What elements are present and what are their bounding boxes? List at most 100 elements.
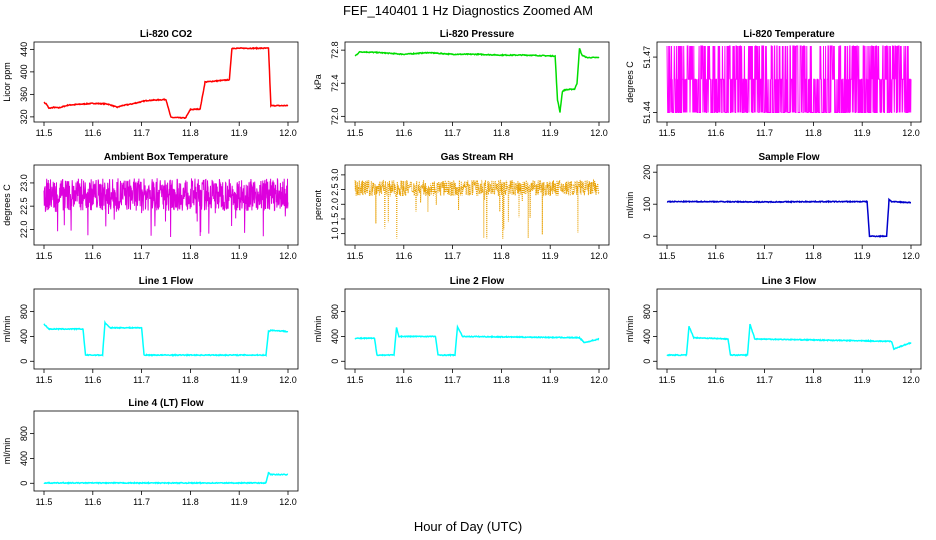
x-tick-label: 12.0 [590, 375, 608, 385]
panel-title: Gas Stream RH [441, 152, 514, 163]
y-tick-label: 800 [19, 426, 29, 441]
x-tick-label: 11.9 [231, 251, 248, 261]
series-line-1-flow [43, 319, 289, 357]
x-tick-label: 11.6 [84, 251, 101, 261]
x-tick-label: 11.9 [542, 375, 559, 385]
x-tick-label: 11.5 [347, 251, 364, 261]
y-tick-label: 800 [642, 304, 652, 319]
x-tick-label: 11.5 [36, 128, 53, 138]
y-tick-label: 800 [19, 304, 29, 319]
y-axis-label: ml/min [625, 316, 635, 343]
series-line-2-flow [354, 324, 600, 357]
x-tick-label: 11.7 [756, 251, 773, 261]
panel-sample-flow: Sample Flow 11.5 11.6 11.7 11.8 11.9 12.0 0 100 2… [625, 152, 922, 261]
x-axis-label: Hour of Day (UTC) [414, 519, 522, 534]
y-tick-label: 320 [19, 109, 29, 124]
x-tick-label: 11.8 [182, 251, 199, 261]
series-line [666, 197, 911, 238]
y-tick-label: 440 [19, 42, 29, 57]
x-tick-label: 11.9 [231, 497, 248, 507]
panel-li-820-pressure: Li-820 Pressure 11.5 11.6 11.7 11.8 11.9 12.0 7… [313, 29, 610, 138]
x-tick-label: 12.0 [279, 375, 297, 385]
panel-title: Line 4 (LT) Flow [128, 398, 204, 409]
x-tick-label: 12.0 [279, 497, 297, 507]
y-axis-label: ml/min [2, 316, 12, 343]
x-tick-label: 11.5 [36, 497, 53, 507]
x-tick-label: 11.5 [36, 375, 53, 385]
x-tick-label: 11.5 [659, 375, 676, 385]
plot-frame [344, 288, 610, 370]
x-tick-label: 11.6 [707, 128, 724, 138]
y-tick-label: 800 [330, 304, 340, 319]
series-li-820-temperature [666, 45, 912, 113]
x-tick-label: 12.0 [279, 251, 297, 261]
series-li-820-co2 [43, 46, 289, 120]
y-tick-label: 72.4 [330, 74, 340, 92]
panel-line-4-lt-flow: Line 4 (LT) Flow 11.5 11.6 11.7 11.8 11.9 12.0… [2, 398, 299, 507]
x-tick-label: 12.0 [279, 128, 297, 138]
plot-frame [656, 164, 922, 246]
plot-frame [656, 41, 922, 123]
x-tick-label: 12.0 [590, 128, 608, 138]
x-tick-label: 11.6 [707, 375, 724, 385]
series-line [43, 471, 289, 485]
series-ambient-box-temperature [43, 178, 289, 238]
y-tick-label: 0 [19, 359, 29, 364]
series-line-4-lt-flow [43, 471, 289, 485]
series-line [43, 46, 289, 120]
y-tick-label: 51.44 [642, 101, 652, 124]
panel-li-820-temperature: Li-820 Temperature 11.5 11.6 11.7 11.8 11.9 12… [625, 29, 922, 138]
x-tick-label: 12.0 [902, 375, 920, 385]
plot-frame [33, 164, 299, 246]
x-tick-label: 11.6 [84, 375, 101, 385]
plot-frame [656, 288, 922, 370]
x-tick-label: 11.8 [182, 497, 199, 507]
y-axis-label: percent [313, 189, 323, 220]
x-tick-label: 11.8 [493, 375, 510, 385]
x-tick-label: 11.6 [395, 251, 412, 261]
x-tick-label: 11.7 [756, 375, 773, 385]
x-tick-label: 11.9 [231, 375, 248, 385]
series-line [354, 324, 600, 357]
panel-line-3-flow: Line 3 Flow 11.5 11.6 11.7 11.8 11.9 12.0 0 400 8… [625, 276, 922, 385]
x-tick-label: 11.7 [444, 251, 461, 261]
x-tick-label: 12.0 [902, 128, 920, 138]
x-tick-label: 11.8 [182, 128, 199, 138]
y-tick-label: 0 [330, 359, 340, 364]
panel-title: Li-820 Pressure [440, 29, 515, 40]
series-li-820-pressure [354, 48, 600, 113]
figure-title: FEF_140401 1 Hz Diagnostics Zoomed AM [343, 3, 593, 18]
y-axis-label: degrees C [625, 61, 635, 103]
x-tick-label: 11.5 [347, 128, 364, 138]
x-tick-label: 11.7 [133, 251, 150, 261]
y-tick-label: 100 [642, 197, 652, 212]
x-tick-label: 11.7 [756, 128, 773, 138]
x-tick-label: 11.6 [395, 128, 412, 138]
x-tick-label: 11.7 [133, 497, 150, 507]
x-tick-label: 11.6 [84, 128, 101, 138]
x-tick-label: 11.8 [805, 375, 822, 385]
y-tick-label: 360 [19, 87, 29, 102]
series-line-3-flow [666, 323, 912, 357]
x-tick-label: 11.9 [542, 251, 559, 261]
x-tick-label: 11.9 [542, 128, 559, 138]
panel-line-2-flow: Line 2 Flow 11.5 11.6 11.7 11.8 11.9 12.0 0 400 8… [313, 276, 610, 385]
y-tick-label: 1.5 [330, 213, 340, 226]
y-tick-label: 51.47 [642, 46, 652, 69]
panel-title: Sample Flow [758, 152, 819, 163]
x-tick-label: 11.7 [444, 375, 461, 385]
y-tick-label: 72.8 [330, 41, 340, 59]
panel-title: Line 2 Flow [450, 276, 505, 287]
y-tick-label: 400 [19, 329, 29, 344]
plot-frame [344, 41, 610, 123]
x-tick-label: 11.9 [854, 251, 871, 261]
y-axis-label: ml/min [2, 438, 12, 465]
series-gas-stream-rh [354, 178, 600, 239]
series-line [666, 45, 912, 113]
series-points [354, 178, 600, 239]
plot-frame [33, 41, 299, 123]
y-tick-label: 400 [19, 451, 29, 466]
x-tick-label: 12.0 [590, 251, 608, 261]
y-tick-label: 2.5 [330, 183, 340, 196]
